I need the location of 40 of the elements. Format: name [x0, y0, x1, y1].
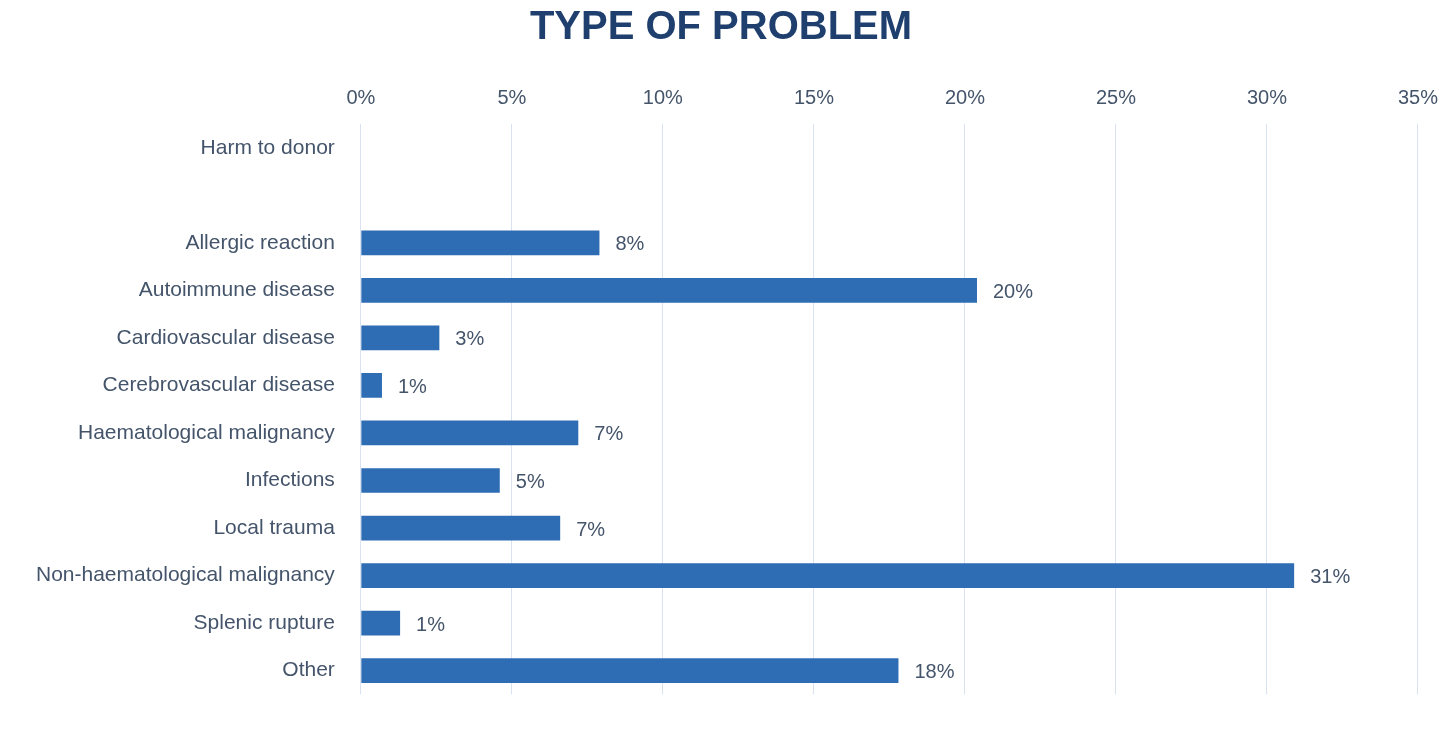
bar — [361, 230, 600, 256]
y-tick-label: Non-haematological malignancy — [35, 562, 336, 586]
bar — [361, 563, 1295, 588]
y-tick-label: Allergic reaction — [185, 229, 335, 253]
y-tick-label: Cardiovascular disease — [116, 324, 335, 348]
bar — [361, 610, 401, 636]
bar — [361, 468, 500, 493]
y-tick-label: Local trauma — [213, 514, 336, 538]
bar — [361, 278, 977, 303]
data-label: 1% — [416, 612, 446, 635]
bar — [361, 325, 440, 351]
x-tick-label: 10% — [642, 85, 684, 108]
data-label: 8% — [615, 232, 645, 255]
y-tick-label: Haematological malignancy — [78, 419, 336, 443]
y-tick-label: Autoimmune disease — [138, 277, 335, 301]
chart-title: TYPE OF PROBLEM — [529, 3, 913, 48]
x-tick-label: 35% — [1397, 85, 1439, 108]
data-label: 31% — [1310, 565, 1351, 588]
x-tick-label: 25% — [1095, 85, 1137, 108]
x-tick-label: 15% — [793, 85, 835, 108]
y-tick-label: Cerebrovascular disease — [102, 372, 335, 396]
data-label: 1% — [397, 374, 428, 397]
data-label: 7% — [594, 422, 624, 445]
y-tick-label: Infections — [244, 467, 335, 491]
y-tick-label: Other — [282, 657, 335, 681]
bar — [361, 420, 579, 446]
bar — [361, 515, 561, 541]
data-label: 7% — [576, 517, 606, 540]
x-tick-label: 5% — [497, 85, 527, 108]
bar — [361, 658, 899, 683]
x-tick-label: 30% — [1246, 85, 1288, 108]
data-label: 3% — [455, 327, 485, 350]
x-tick-label: 0% — [346, 85, 376, 108]
bar — [361, 373, 382, 398]
data-label: 20% — [993, 279, 1034, 302]
data-label: 18% — [914, 660, 955, 683]
x-tick-label: 20% — [944, 85, 986, 108]
y-tick-label: Splenic rupture — [193, 609, 335, 633]
data-label: 5% — [515, 470, 545, 493]
y-tick-label: Harm to donor — [200, 134, 335, 158]
